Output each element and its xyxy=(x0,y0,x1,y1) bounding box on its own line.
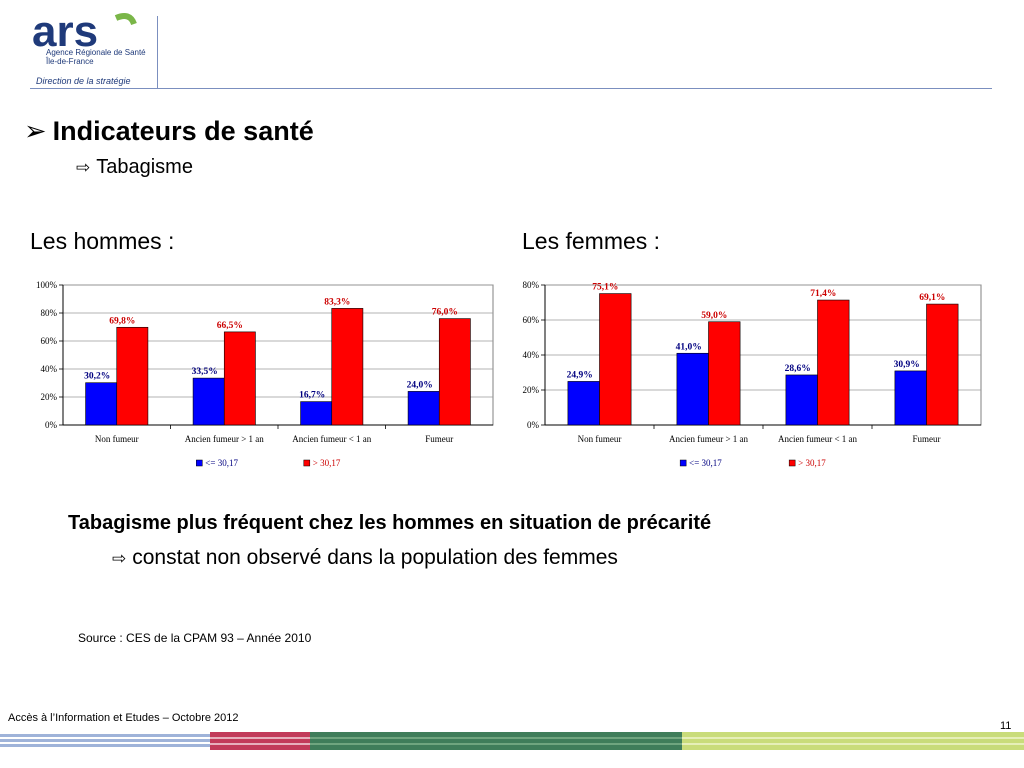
women-chart-y-tick-label: 80% xyxy=(523,280,540,290)
women-chart-y-tick-label: 0% xyxy=(527,420,540,430)
women-chart-y-tick-label: 60% xyxy=(523,315,540,325)
women-chart-x-tick-label: Fumeur xyxy=(913,434,941,444)
slide-subtitle: Tabagisme xyxy=(96,156,193,178)
footer-stripe xyxy=(310,743,682,745)
women-chart-bar xyxy=(926,303,959,426)
men-chart-bar xyxy=(407,391,440,426)
outline-arrow-bullet-icon: ⇨ xyxy=(76,158,91,178)
conclusion-main: Tabagisme plus fréquent chez les hommes … xyxy=(68,512,712,534)
direction-label: Direction de la stratégie xyxy=(36,76,131,86)
men-chart-data-label: 76,0% xyxy=(432,308,458,318)
logo-divider xyxy=(157,16,158,88)
logo-subtitle-2: Île-de-France xyxy=(46,57,94,66)
arrowhead-bullet-icon: ➢ xyxy=(24,116,47,147)
women-chart-legend-label: <= 30,17 xyxy=(689,458,722,468)
page-number: 11 xyxy=(1000,720,1012,732)
men-chart-legend-swatch xyxy=(196,459,203,467)
men-chart-legend-swatch xyxy=(303,459,311,467)
men-chart-data-label: 24,0% xyxy=(407,380,433,390)
men-chart-bar xyxy=(192,377,225,426)
women-chart-data-label: 28,6% xyxy=(785,364,811,374)
header-rule xyxy=(30,88,992,89)
women-chart-bar xyxy=(785,374,818,426)
ars-logo: ars Agence Régionale de Santé Île-de-Fra… xyxy=(30,7,160,70)
footer-stripe xyxy=(0,744,210,747)
women-chart-bar xyxy=(817,299,850,426)
chart-men: 0% 20% 40% 60% 80% 100% 30,2% 69,8% Non fumeur 33… xyxy=(36,280,494,468)
men-chart-y-tick-label: 80% xyxy=(41,308,58,318)
women-chart-data-label: 30,9% xyxy=(894,360,920,370)
men-chart-data-label: 66,5% xyxy=(217,321,243,331)
footer-stripe xyxy=(0,734,210,737)
logo-subtitle-1: Agence Régionale de Santé xyxy=(46,48,146,57)
footer-stripe xyxy=(210,737,310,739)
logo-wordmark: ars xyxy=(32,10,98,56)
women-chart-data-label: 59,0% xyxy=(701,311,727,321)
men-chart-bar xyxy=(300,401,333,426)
women-chart-legend-label: > 30,17 xyxy=(798,458,826,468)
men-chart-y-tick-label: 40% xyxy=(41,364,58,374)
men-chart-y-tick-label: 0% xyxy=(45,420,58,430)
slide-title: Indicateurs de santé xyxy=(52,116,314,146)
women-chart-data-label: 24,9% xyxy=(567,370,593,380)
men-panel-label: Les hommes : xyxy=(30,228,175,254)
women-chart-data-label: 41,0% xyxy=(676,342,702,352)
footer-stripe-green-block xyxy=(310,732,682,750)
men-chart-legend-label: > 30,17 xyxy=(313,458,341,468)
women-chart-y-tick-label: 40% xyxy=(523,350,540,360)
women-chart-bar xyxy=(567,381,600,426)
footer-text: Accès à l’Information et Etudes – Octobr… xyxy=(8,712,239,724)
men-chart-y-tick-label: 20% xyxy=(41,392,58,402)
women-chart-y-tick-label: 20% xyxy=(523,385,540,395)
women-chart-bar xyxy=(599,293,632,426)
conclusion-sub-row: ⇨ constat non observé dans la population … xyxy=(112,546,618,570)
men-chart-bar xyxy=(438,318,471,426)
men-chart-x-tick-label: Ancien fumeur < 1 an xyxy=(292,434,372,444)
men-chart-x-tick-label: Non fumeur xyxy=(95,434,139,444)
men-chart-data-label: 83,3% xyxy=(324,297,350,307)
men-chart-bar xyxy=(116,326,149,426)
footer-stripe xyxy=(682,743,1024,745)
women-chart-bar xyxy=(708,321,741,426)
men-chart-bar xyxy=(223,331,256,426)
chart-women: 0% 20% 40% 60% 80% 24,9% 75,1% Non fumeur 41,0% 5… xyxy=(523,280,982,468)
men-chart-legend-label: <= 30,17 xyxy=(205,458,238,468)
logo-green-swoosh xyxy=(114,13,137,26)
men-chart-bar xyxy=(331,308,364,426)
men-chart-x-tick-label: Ancien fumeur > 1 an xyxy=(185,434,265,444)
women-chart-legend-swatch xyxy=(679,459,687,467)
men-chart-data-label: 16,7% xyxy=(299,391,325,401)
slide-subtitle-row: ⇨ Tabagisme xyxy=(76,156,193,179)
women-panel-label: Les femmes : xyxy=(522,228,661,254)
footer-stripe xyxy=(0,739,210,742)
women-chart-legend-swatch xyxy=(788,459,796,467)
women-chart-bar xyxy=(676,352,709,426)
footer-stripe-red-block xyxy=(210,732,310,750)
women-chart-bar xyxy=(894,370,927,426)
footer-stripe xyxy=(682,737,1024,739)
men-chart-y-tick-label: 100% xyxy=(36,280,58,290)
slide-title-row: ➢ Indicateurs de santé xyxy=(24,116,314,147)
footer-stripe xyxy=(310,737,682,739)
conclusion-sub: constat non observé dans la population d… xyxy=(132,546,618,569)
footer-stripe-lime-block xyxy=(682,732,1024,750)
footer-stripe xyxy=(210,743,310,745)
women-chart-data-label: 69,1% xyxy=(919,293,945,303)
source-note: Source : CES de la CPAM 93 – Année 2010 xyxy=(78,631,312,645)
men-chart-x-tick-label: Fumeur xyxy=(425,434,453,444)
women-chart-data-label: 71,4% xyxy=(810,289,836,299)
men-chart-bar xyxy=(85,382,118,426)
women-chart-x-tick-label: Non fumeur xyxy=(578,434,622,444)
footer-stripes xyxy=(0,732,1024,750)
men-chart-data-label: 69,8% xyxy=(109,316,135,326)
men-chart-data-label: 33,5% xyxy=(192,367,218,377)
outline-arrow-bullet-icon: ⇨ xyxy=(112,549,127,569)
women-chart-x-tick-label: Ancien fumeur < 1 an xyxy=(778,434,858,444)
men-chart-data-label: 30,2% xyxy=(84,372,110,382)
men-chart-y-tick-label: 60% xyxy=(41,336,58,346)
women-chart-x-tick-label: Ancien fumeur > 1 an xyxy=(669,434,749,444)
ars-logo-graphic: ars xyxy=(32,7,137,56)
women-chart-data-label: 75,1% xyxy=(592,283,618,293)
